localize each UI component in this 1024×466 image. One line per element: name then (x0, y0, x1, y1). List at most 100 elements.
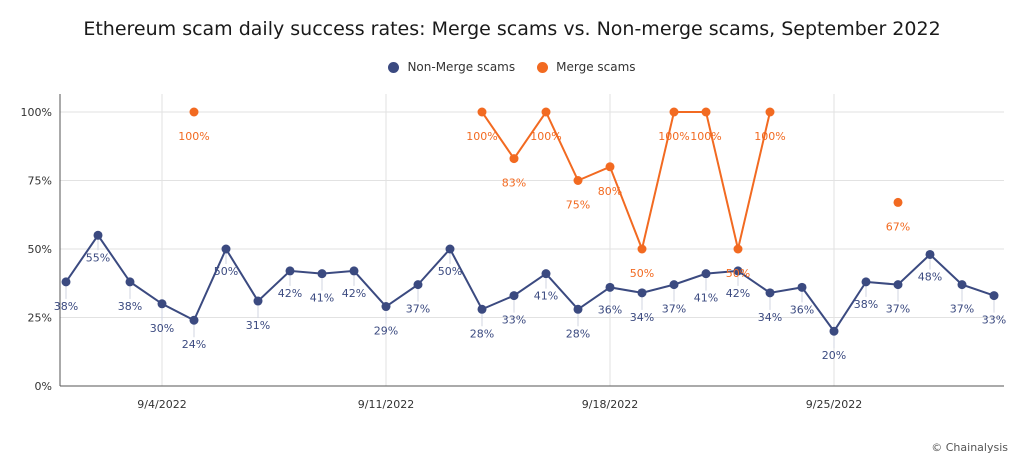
data-label-merge: 80% (598, 185, 622, 198)
y-tick-label: 25% (28, 312, 52, 325)
y-tick-label: 75% (28, 175, 52, 188)
data-point-merge (765, 107, 775, 117)
data-point-non-merge (797, 282, 807, 292)
data-label-non-merge: 38% (854, 298, 878, 311)
data-label-non-merge: 28% (566, 327, 590, 340)
data-point-non-merge (893, 280, 903, 290)
x-tick-label: 9/11/2022 (358, 398, 414, 411)
y-tick-label: 100% (21, 106, 52, 119)
data-label-non-merge: 28% (470, 327, 494, 340)
data-label-merge: 100% (690, 130, 721, 143)
y-tick-label: 50% (28, 243, 52, 256)
data-point-non-merge (573, 304, 583, 314)
data-point-non-merge (477, 304, 487, 314)
data-label-merge: 100% (754, 130, 785, 143)
data-point-merge (701, 107, 711, 117)
data-label-non-merge: 38% (118, 300, 142, 313)
data-point-non-merge (253, 296, 263, 306)
data-label-non-merge: 50% (438, 265, 462, 278)
data-label-non-merge: 36% (790, 303, 814, 316)
data-label-non-merge: 34% (630, 311, 654, 324)
data-point-non-merge (669, 280, 679, 290)
data-label-non-merge: 37% (886, 303, 910, 316)
data-label-merge: 100% (530, 130, 561, 143)
data-label-non-merge: 37% (406, 303, 430, 316)
data-point-non-merge (61, 277, 71, 287)
data-label-merge: 83% (502, 177, 526, 190)
data-point-non-merge (989, 291, 999, 301)
data-label-non-merge: 55% (86, 251, 110, 264)
data-point-non-merge (349, 266, 359, 276)
data-point-non-merge (957, 280, 967, 290)
legend-label-merge: Merge scams (556, 60, 636, 74)
data-point-non-merge (221, 244, 231, 254)
series-line-merge (481, 109, 771, 253)
data-point-non-merge (861, 277, 871, 287)
data-point-merge (573, 176, 583, 185)
data-label-non-merge: 42% (278, 287, 302, 300)
legend-item-merge[interactable]: Merge scams (537, 60, 636, 74)
data-point-non-merge (605, 282, 615, 292)
data-point-merge (541, 107, 551, 117)
data-label-merge: 50% (726, 267, 750, 280)
data-point-merge (893, 197, 903, 207)
data-point-merge (509, 154, 519, 164)
data-point-non-merge (157, 299, 167, 309)
legend-marker-merge (537, 61, 549, 73)
data-point-non-merge (413, 280, 423, 290)
data-label-non-merge: 37% (950, 303, 974, 316)
data-label-non-merge: 42% (726, 287, 750, 300)
x-tick-label: 9/18/2022 (582, 398, 638, 411)
data-point-merge (477, 107, 487, 117)
legend: Non-Merge scams Merge scams (0, 60, 1024, 74)
data-point-non-merge (125, 277, 135, 287)
data-label-non-merge: 33% (982, 314, 1006, 327)
legend-item-non-merge[interactable]: Non-Merge scams (388, 60, 515, 74)
data-point-merge (189, 107, 199, 117)
data-label-non-merge: 41% (310, 292, 334, 305)
data-label-non-merge: 37% (662, 303, 686, 316)
y-tick-label: 0% (35, 380, 52, 393)
data-label-non-merge: 38% (54, 300, 78, 313)
x-tick-label: 9/4/2022 (137, 398, 186, 411)
data-label-non-merge: 36% (598, 303, 622, 316)
data-point-non-merge (829, 326, 839, 336)
data-point-non-merge (509, 291, 519, 301)
data-point-non-merge (701, 269, 711, 279)
data-point-non-merge (189, 315, 199, 325)
data-label-non-merge: 33% (502, 314, 526, 327)
data-point-non-merge (925, 249, 935, 259)
data-point-non-merge (285, 266, 295, 276)
data-label-non-merge: 50% (214, 265, 238, 278)
credit-text: © Chainalysis (931, 441, 1008, 454)
chart-title: Ethereum scam daily success rates: Merge… (83, 18, 941, 40)
data-label-merge: 100% (658, 130, 689, 143)
data-label-non-merge: 48% (918, 270, 942, 283)
x-tick-label: 9/25/2022 (806, 398, 862, 411)
data-label-merge: 67% (886, 220, 910, 233)
data-point-non-merge (317, 269, 327, 279)
data-label-non-merge: 24% (182, 338, 206, 351)
data-point-non-merge (765, 288, 775, 298)
series-line-non-merge (65, 233, 995, 333)
data-point-merge (605, 162, 615, 172)
legend-marker-non-merge (388, 61, 400, 73)
data-point-non-merge (733, 266, 743, 276)
data-point-merge (733, 244, 743, 254)
data-label-non-merge: 29% (374, 325, 398, 338)
data-point-non-merge (637, 288, 647, 298)
data-label-non-merge: 31% (246, 319, 270, 332)
data-label-non-merge: 42% (342, 287, 366, 300)
data-label-non-merge: 34% (758, 311, 782, 324)
data-label-non-merge: 20% (822, 349, 846, 362)
data-label-non-merge: 41% (534, 290, 558, 303)
data-label-non-merge: 41% (694, 292, 718, 305)
data-label-merge: 50% (630, 267, 654, 280)
data-point-merge (669, 107, 679, 117)
data-point-non-merge (541, 269, 551, 279)
data-point-merge (637, 244, 647, 254)
data-label-non-merge: 30% (150, 322, 174, 335)
data-point-non-merge (93, 230, 103, 240)
data-label-merge: 100% (178, 130, 209, 143)
